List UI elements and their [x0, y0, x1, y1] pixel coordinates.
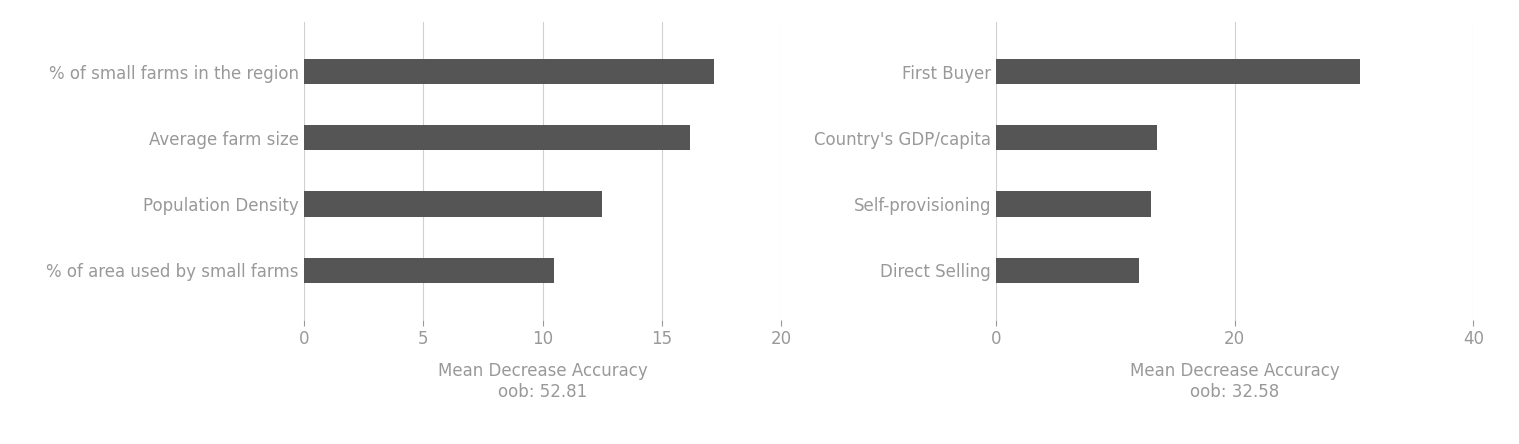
- Bar: [996, 258, 1139, 283]
- X-axis label: Mean Decrease Accuracy
oob: 32.58: Mean Decrease Accuracy oob: 32.58: [1130, 362, 1340, 401]
- Bar: [304, 191, 602, 217]
- Bar: [304, 125, 691, 151]
- Bar: [304, 258, 554, 283]
- Bar: [996, 59, 1360, 84]
- Bar: [304, 59, 714, 84]
- X-axis label: Mean Decrease Accuracy
oob: 52.81: Mean Decrease Accuracy oob: 52.81: [437, 362, 647, 401]
- Bar: [996, 125, 1157, 151]
- Bar: [996, 191, 1151, 217]
